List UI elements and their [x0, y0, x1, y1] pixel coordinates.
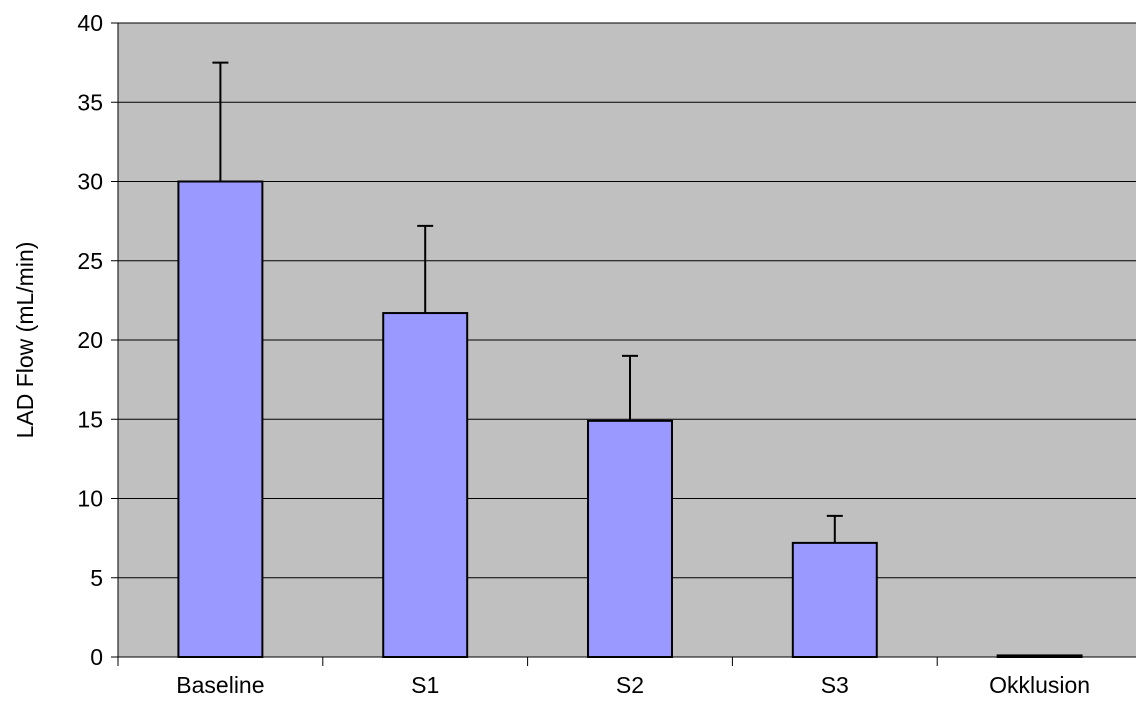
bars — [177, 180, 1083, 659]
y-tick-label: 10 — [77, 486, 103, 512]
bar-s3 — [791, 541, 878, 659]
y-tick-label: 20 — [77, 327, 103, 353]
bar-baseline — [177, 180, 264, 658]
y-tick-label: 0 — [90, 644, 103, 670]
axes — [111, 22, 1136, 666]
y-tick-label: 30 — [77, 169, 103, 195]
y-tick-label: 40 — [77, 10, 103, 36]
bar-s2 — [587, 419, 673, 658]
y-tick-label: 15 — [77, 406, 103, 432]
y-tick-label: 25 — [77, 248, 103, 274]
x-tick-label: S2 — [616, 672, 644, 698]
x-tick-label: Okklusion — [989, 672, 1090, 698]
x-tick-label: Baseline — [176, 672, 264, 698]
bar-s1 — [382, 312, 469, 658]
y-tick-label: 35 — [77, 89, 103, 115]
x-tick-label: S3 — [821, 672, 849, 698]
y-axis-title: LAD Flow (mL/min) — [12, 242, 38, 439]
y-tick-labels: 0 5 10 15 20 25 30 35 40 — [77, 10, 103, 670]
error-bars — [212, 61, 843, 543]
x-tick-label: S1 — [411, 672, 439, 698]
x-tick-labels: Baseline S1 S2 S3 Okklusion — [176, 672, 1090, 698]
y-tick-label: 5 — [90, 565, 103, 591]
